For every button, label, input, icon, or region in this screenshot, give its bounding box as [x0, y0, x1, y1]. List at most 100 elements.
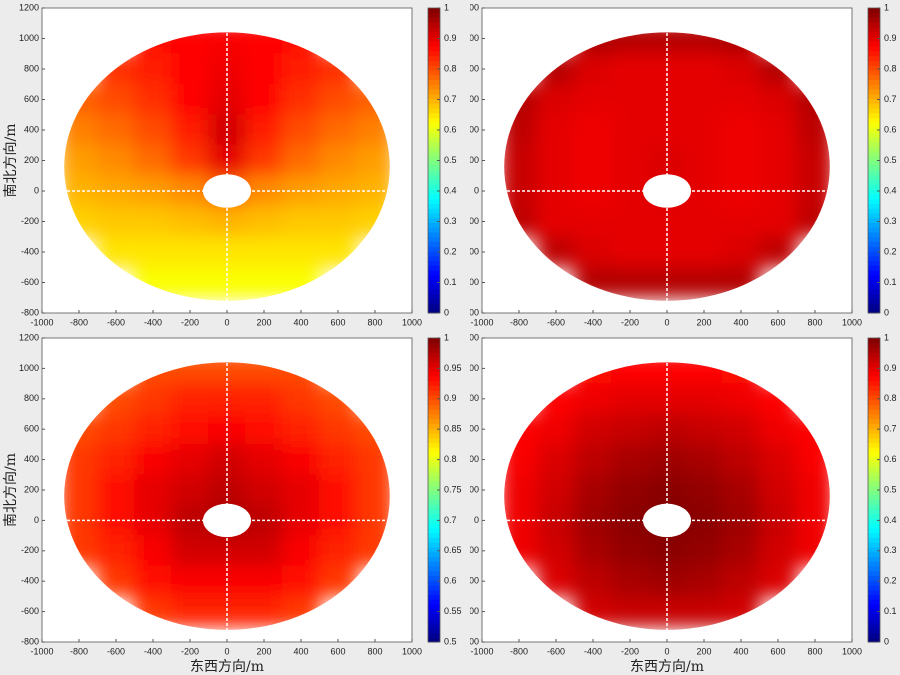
cell	[171, 565, 209, 597]
colorbar-tick-label: 0.8	[444, 63, 457, 73]
colorbar-tick-label: 0.9	[444, 393, 457, 403]
cell	[319, 474, 357, 506]
cell	[356, 474, 390, 506]
x-tick-label: 0	[664, 646, 669, 656]
cell	[722, 236, 760, 268]
cell	[722, 383, 760, 415]
y-tick-label: 200	[24, 155, 39, 165]
colorbar-tick-label: 1	[444, 2, 449, 12]
cell	[759, 144, 797, 177]
cell	[574, 83, 612, 116]
cell	[134, 144, 172, 177]
x-tick-label: -1000	[30, 317, 53, 327]
colorbar-tick-label: 0.3	[884, 545, 897, 555]
x-tick-label: 400	[733, 646, 748, 656]
x-tick-label: 1000	[402, 317, 422, 327]
cell	[574, 205, 612, 238]
x-tick-label: 200	[696, 317, 711, 327]
x-tick-label: 600	[770, 317, 785, 327]
cell	[171, 236, 209, 268]
cell	[722, 114, 760, 146]
cell	[759, 413, 797, 445]
cell	[97, 83, 135, 116]
cell	[574, 474, 612, 506]
colorbar: 0 0.1 0.2 0.3 0.4 0.5 0.6 0.7 0.8 0.9 1	[862, 332, 900, 648]
cell	[282, 144, 320, 177]
colorbar-tick-label: 0.1	[884, 606, 897, 616]
cell	[537, 83, 575, 116]
colorbar: 0.5 0.55 0.6 0.65 0.7 0.75 0.8 0.85 0.9 0.95 1	[422, 332, 470, 648]
colorbar-tick-label: 1	[884, 332, 889, 342]
cell	[171, 205, 209, 238]
cell	[134, 383, 172, 415]
cell	[282, 565, 320, 597]
panel: -1000-800-600-400-20002004006008001000-8…	[459, 332, 862, 675]
cell	[171, 474, 209, 506]
cell	[134, 443, 172, 476]
cell	[611, 443, 649, 476]
cell	[134, 236, 172, 268]
cell	[97, 474, 135, 506]
cell	[64, 474, 98, 506]
cell	[685, 83, 723, 116]
cell	[171, 83, 209, 116]
cell	[319, 535, 357, 567]
cell	[648, 236, 686, 268]
x-tick-label: -800	[70, 646, 88, 656]
cell	[759, 443, 797, 476]
x-tick-label: -1000	[30, 646, 53, 656]
x-tick-label: 0	[224, 317, 229, 327]
x-tick-label: -400	[584, 317, 602, 327]
cell	[611, 236, 649, 268]
y-tick-label: 600	[464, 94, 479, 104]
cell	[796, 144, 830, 177]
colorbar-tick-label: 0.75	[444, 484, 462, 494]
cell	[134, 474, 172, 506]
cell	[319, 443, 357, 476]
cell	[611, 83, 649, 116]
x-tick-label: 1000	[402, 646, 422, 656]
y-tick-label: 0	[34, 185, 39, 195]
cell	[722, 443, 760, 476]
cell	[685, 114, 723, 146]
cell	[504, 144, 538, 177]
cell	[319, 205, 357, 238]
x-tick-label: -600	[547, 646, 565, 656]
x-tick-label: 800	[807, 317, 822, 327]
cell	[282, 413, 320, 445]
cell	[574, 443, 612, 476]
colorbar-tick-label: 0.95	[444, 363, 462, 373]
colorbar-tick-label: 0.8	[884, 393, 897, 403]
cell	[685, 205, 723, 238]
cell	[722, 565, 760, 597]
cell	[171, 595, 209, 628]
colorbar-tick-label: 0.9	[444, 33, 457, 43]
cell	[611, 474, 649, 506]
y-tick-label: -400	[21, 576, 39, 586]
y-tick-label: -600	[21, 606, 39, 616]
cell	[685, 144, 723, 177]
x-tick-label: -400	[144, 317, 162, 327]
y-tick-label: -200	[21, 545, 39, 555]
cell	[319, 144, 357, 177]
cell	[574, 144, 612, 177]
x-tick-label: 0	[664, 317, 669, 327]
cell	[537, 144, 575, 177]
cell	[722, 205, 760, 238]
cell	[245, 535, 283, 567]
colorbar-tick-label: 0.85	[444, 424, 462, 434]
cell	[537, 535, 575, 567]
cell	[245, 595, 283, 628]
cell	[171, 443, 209, 476]
x-tick-label: -800	[70, 317, 88, 327]
y-tick-label: 200	[464, 155, 479, 165]
cell	[282, 205, 320, 238]
cell	[685, 443, 723, 476]
cell	[356, 144, 390, 177]
y-tick-label: 0	[34, 515, 39, 525]
cell	[611, 383, 649, 415]
colorbar-tick-label: 0.6	[444, 124, 457, 134]
colorbar-tick-label: 0.7	[884, 424, 897, 434]
cell	[245, 383, 283, 415]
